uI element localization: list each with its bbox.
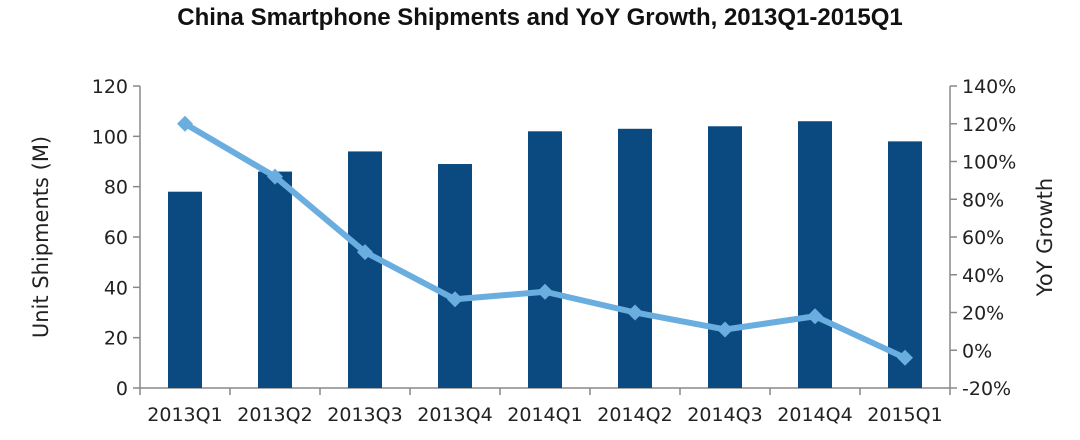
right-tick-label: 20% <box>962 303 1004 325</box>
right-tick-label: 80% <box>962 189 1004 211</box>
x-tick-label: 2014Q4 <box>777 404 852 426</box>
left-axis-title: Unit Shipments (M) <box>29 136 53 338</box>
right-tick-label: -20% <box>962 378 1011 400</box>
bar <box>258 171 292 388</box>
growth-line-series <box>177 115 913 366</box>
growth-point <box>177 115 193 132</box>
left-tick-label: 120 <box>92 76 128 98</box>
x-tick-label: 2014Q1 <box>507 404 582 426</box>
right-tick-label: 0% <box>962 340 992 362</box>
growth-point <box>717 321 733 338</box>
right-axis-ticks: -20% 0% 20% 40% 60% 80% 100% 120% 140% <box>950 76 1016 400</box>
bar <box>618 128 652 389</box>
bar <box>708 126 742 389</box>
right-tick-label: 100% <box>962 152 1016 174</box>
x-tick-label: 2013Q1 <box>147 404 222 426</box>
bar <box>438 164 472 388</box>
growth-point <box>897 349 913 366</box>
x-axis-ticks: 2013Q1 2013Q2 2013Q3 2013Q4 2014Q1 2014Q2 2014… <box>139 388 951 426</box>
bar <box>348 151 382 388</box>
growth-point <box>807 308 823 325</box>
left-tick-label: 60 <box>104 227 128 249</box>
right-tick-label: 60% <box>962 227 1004 249</box>
x-tick-label: 2013Q3 <box>327 404 402 426</box>
growth-point <box>627 304 643 321</box>
left-tick-label: 0 <box>116 378 128 400</box>
left-tick-label: 40 <box>104 277 128 299</box>
right-axis-title: YoY Growth <box>1033 178 1057 297</box>
growth-point <box>537 283 553 300</box>
left-axis-ticks: 0 20 40 60 80 100 120 <box>92 76 140 400</box>
bar-series <box>168 121 922 389</box>
right-tick-label: 140% <box>962 76 1016 98</box>
x-tick-label: 2013Q2 <box>237 404 312 426</box>
growth-point <box>357 244 373 261</box>
left-tick-label: 80 <box>104 177 128 199</box>
bar <box>798 121 832 388</box>
chart-title: China Smartphone Shipments and YoY Growt… <box>177 4 903 31</box>
bar <box>528 131 562 389</box>
right-tick-label: 120% <box>962 114 1016 136</box>
growth-point <box>447 291 463 308</box>
bar <box>888 141 922 388</box>
left-tick-label: 20 <box>104 328 128 350</box>
growth-point <box>267 168 283 185</box>
x-tick-label: 2014Q3 <box>687 404 762 426</box>
x-tick-label: 2014Q2 <box>597 404 672 426</box>
x-tick-label: 2015Q1 <box>867 404 942 426</box>
left-tick-label: 100 <box>92 126 128 148</box>
bar <box>168 191 202 388</box>
x-tick-label: 2013Q4 <box>417 404 492 426</box>
right-tick-label: 40% <box>962 265 1004 287</box>
